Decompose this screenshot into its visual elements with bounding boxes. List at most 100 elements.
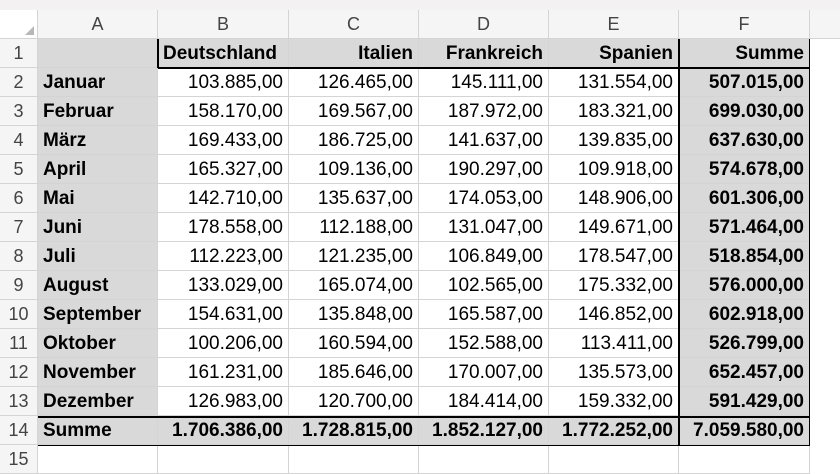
value-cell[interactable]: 145.111,00 [419,68,549,97]
row-header-3[interactable]: 3 [0,97,38,126]
header-cell-deutschland[interactable]: Deutschland [158,39,289,68]
value-cell[interactable]: 135.573,00 [549,358,679,387]
column-header-a[interactable]: A [38,10,158,39]
row-header-1[interactable]: 1 [0,39,38,68]
month-label[interactable]: April [38,155,158,184]
value-cell[interactable]: 135.848,00 [289,300,419,329]
value-cell[interactable]: 135.637,00 [289,184,419,213]
row-sum-cell[interactable]: 571.464,00 [679,213,810,242]
value-cell[interactable]: 149.671,00 [549,213,679,242]
month-label[interactable]: September [38,300,158,329]
column-header-d[interactable]: D [419,10,549,39]
month-label[interactable]: August [38,271,158,300]
value-cell[interactable]: 178.558,00 [158,213,289,242]
value-cell[interactable]: 113.411,00 [549,329,679,358]
row-header-15[interactable]: 15 [0,445,38,474]
column-total-cell[interactable]: 1.852.127,00 [419,416,549,445]
row-header-6[interactable]: 6 [0,184,38,213]
row-sum-cell[interactable]: 602.918,00 [679,300,810,329]
month-label[interactable]: Mai [38,184,158,213]
row-sum-cell[interactable]: 507.015,00 [679,68,810,97]
row-header-10[interactable]: 10 [0,300,38,329]
value-cell[interactable]: 141.637,00 [419,126,549,155]
row-header-2[interactable]: 2 [0,68,38,97]
select-all-corner[interactable] [0,10,38,39]
value-cell[interactable]: 126.465,00 [289,68,419,97]
value-cell[interactable]: 142.710,00 [158,184,289,213]
value-cell[interactable]: 112.188,00 [289,213,419,242]
header-cell-italien[interactable]: Italien [289,39,419,68]
value-cell[interactable]: 159.332,00 [549,387,679,416]
value-cell[interactable]: 185.646,00 [289,358,419,387]
value-cell[interactable]: 109.136,00 [289,155,419,184]
value-cell[interactable]: 183.321,00 [549,97,679,126]
row-header-4[interactable]: 4 [0,126,38,155]
value-cell[interactable]: 190.297,00 [419,155,549,184]
row-sum-cell[interactable]: 699.030,00 [679,97,810,126]
value-cell[interactable]: 165.074,00 [289,271,419,300]
value-cell[interactable]: 165.587,00 [419,300,549,329]
empty-cell[interactable] [419,445,549,474]
grand-total-cell[interactable]: 7.059.580,00 [679,416,810,445]
header-cell-spanien[interactable]: Spanien [549,39,679,68]
column-header-f[interactable]: F [679,10,810,39]
row-sum-cell[interactable]: 576.000,00 [679,271,810,300]
value-cell[interactable]: 169.567,00 [289,97,419,126]
value-cell[interactable]: 139.835,00 [549,126,679,155]
header-cell-summe[interactable]: Summe [679,39,810,68]
empty-cell[interactable] [158,445,289,474]
value-cell[interactable]: 186.725,00 [289,126,419,155]
month-label[interactable]: Dezember [38,387,158,416]
value-cell[interactable]: 154.631,00 [158,300,289,329]
value-cell[interactable]: 148.906,00 [549,184,679,213]
value-cell[interactable]: 103.885,00 [158,68,289,97]
value-cell[interactable]: 158.170,00 [158,97,289,126]
row-sum-cell[interactable]: 591.429,00 [679,387,810,416]
column-total-cell[interactable]: 1.728.815,00 [289,416,419,445]
value-cell[interactable]: 131.554,00 [549,68,679,97]
row-sum-cell[interactable]: 652.457,00 [679,358,810,387]
row-header-12[interactable]: 12 [0,358,38,387]
value-cell[interactable]: 175.332,00 [549,271,679,300]
value-cell[interactable]: 160.594,00 [289,329,419,358]
row-header-9[interactable]: 9 [0,271,38,300]
month-label[interactable]: November [38,358,158,387]
month-label[interactable]: Juli [38,242,158,271]
row-header-13[interactable]: 13 [0,387,38,416]
month-label[interactable]: Juni [38,213,158,242]
column-header-b[interactable]: B [158,10,289,39]
header-cell-frankreich[interactable]: Frankreich [419,39,549,68]
value-cell[interactable]: 178.547,00 [549,242,679,271]
row-header-14[interactable]: 14 [0,416,38,445]
header-cell-empty[interactable] [38,39,158,68]
value-cell[interactable]: 146.852,00 [549,300,679,329]
value-cell[interactable]: 106.849,00 [419,242,549,271]
column-total-cell[interactable]: 1.706.386,00 [158,416,289,445]
column-header-e[interactable]: E [549,10,679,39]
value-cell[interactable]: 165.327,00 [158,155,289,184]
column-total-cell[interactable]: 1.772.252,00 [549,416,679,445]
value-cell[interactable]: 174.053,00 [419,184,549,213]
value-cell[interactable]: 126.983,00 [158,387,289,416]
value-cell[interactable]: 170.007,00 [419,358,549,387]
value-cell[interactable]: 120.700,00 [289,387,419,416]
value-cell[interactable]: 152.588,00 [419,329,549,358]
row-sum-cell[interactable]: 637.630,00 [679,126,810,155]
row-sum-cell[interactable]: 601.306,00 [679,184,810,213]
empty-cell[interactable] [549,445,679,474]
month-label[interactable]: Januar [38,68,158,97]
value-cell[interactable]: 109.918,00 [549,155,679,184]
value-cell[interactable]: 131.047,00 [419,213,549,242]
value-cell[interactable]: 112.223,00 [158,242,289,271]
month-label[interactable]: Oktober [38,329,158,358]
value-cell[interactable]: 184.414,00 [419,387,549,416]
row-header-11[interactable]: 11 [0,329,38,358]
row-header-5[interactable]: 5 [0,155,38,184]
row-header-8[interactable]: 8 [0,242,38,271]
row-sum-cell[interactable]: 574.678,00 [679,155,810,184]
value-cell[interactable]: 100.206,00 [158,329,289,358]
month-label[interactable]: Februar [38,97,158,126]
value-cell[interactable]: 161.231,00 [158,358,289,387]
value-cell[interactable]: 187.972,00 [419,97,549,126]
row-sum-cell[interactable]: 518.854,00 [679,242,810,271]
